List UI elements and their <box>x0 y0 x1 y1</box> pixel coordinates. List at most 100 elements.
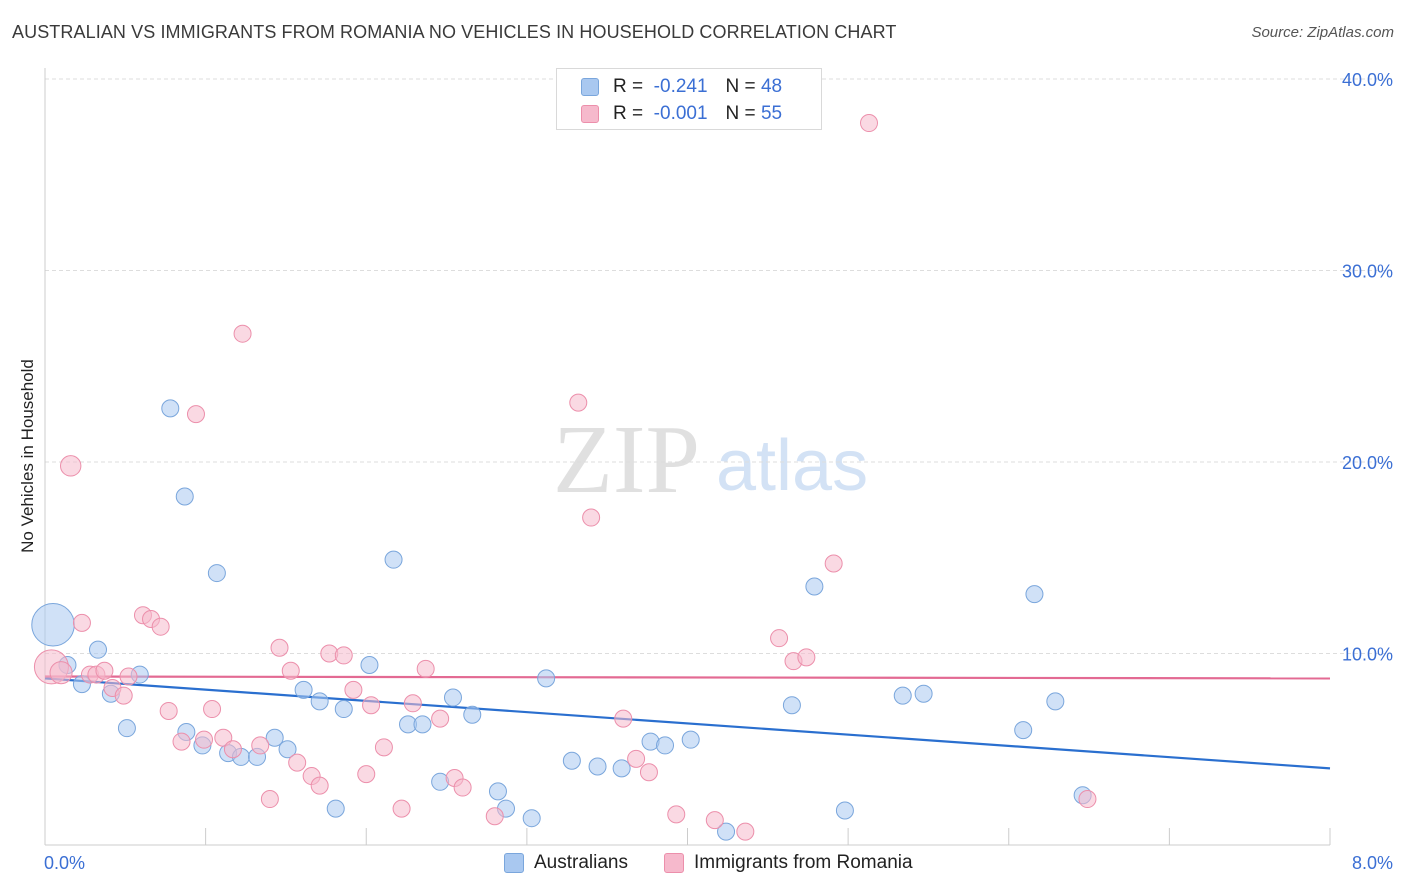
watermark: ZIP atlas <box>553 406 868 514</box>
data-point <box>1025 585 1044 604</box>
data-point <box>537 669 556 688</box>
australians-r-value: -0.241 <box>653 76 708 97</box>
data-point <box>334 646 353 665</box>
data-point <box>49 661 73 685</box>
data-point <box>310 776 329 795</box>
data-point <box>1078 790 1097 809</box>
trend-line-romania <box>44 675 1331 680</box>
data-point <box>860 114 879 133</box>
data-point <box>443 688 462 707</box>
data-point <box>614 709 633 728</box>
australians-legend-swatch <box>504 853 524 873</box>
data-point <box>463 705 482 724</box>
data-point <box>186 405 205 424</box>
series-romania-points <box>33 114 1097 841</box>
data-point <box>431 709 450 728</box>
trend-line-australians <box>44 677 1331 770</box>
data-point <box>175 487 194 506</box>
data-point <box>360 655 379 674</box>
data-point <box>824 554 843 573</box>
legend-label-romania: Immigrants from Romania <box>694 852 913 873</box>
data-point <box>656 736 675 755</box>
data-point <box>260 790 279 809</box>
data-point <box>233 324 252 343</box>
watermark-atlas: atlas <box>716 426 868 506</box>
data-point <box>270 638 289 657</box>
data-point <box>569 393 588 412</box>
n-label: N = <box>725 103 756 124</box>
data-point <box>251 736 270 755</box>
data-point <box>893 686 912 705</box>
data-point <box>627 749 646 768</box>
data-point <box>770 629 789 648</box>
data-point <box>1046 692 1065 711</box>
data-point <box>214 728 233 747</box>
chart-title: AUSTRALIAN VS IMMIGRANTS FROM ROMANIA NO… <box>12 22 897 42</box>
data-point <box>114 686 133 705</box>
data-point <box>835 801 854 820</box>
data-point <box>485 807 504 826</box>
data-point <box>416 659 435 678</box>
data-point <box>59 455 82 477</box>
x-tick-label: 0.0% <box>44 853 85 873</box>
y-tick-label: 40.0% <box>1342 70 1393 90</box>
data-point <box>914 684 933 703</box>
r-label: R = <box>613 76 644 97</box>
data-point <box>1014 721 1033 740</box>
data-point <box>172 732 191 751</box>
data-point <box>639 763 658 782</box>
data-point <box>31 603 75 647</box>
data-point <box>344 680 363 699</box>
data-point <box>288 753 307 772</box>
data-point <box>453 778 472 797</box>
data-point <box>797 648 816 667</box>
data-point <box>717 822 736 841</box>
data-point <box>488 782 507 801</box>
data-point <box>392 799 411 818</box>
data-point <box>522 809 541 828</box>
data-point <box>151 617 170 636</box>
data-point <box>582 508 601 527</box>
data-point <box>207 564 226 583</box>
data-point <box>281 661 300 680</box>
data-point <box>782 696 801 715</box>
data-point <box>203 700 222 719</box>
data-point <box>681 730 700 749</box>
romania-n-value: 55 <box>760 103 783 124</box>
australians-n-value: 48 <box>760 76 783 97</box>
data-point <box>161 399 180 418</box>
data-point <box>278 740 297 759</box>
legend-item-romania[interactable]: Immigrants from Romania <box>664 852 913 874</box>
legend-item-australians[interactable]: Australians <box>504 852 628 874</box>
series-legend: Australians Immigrants from Romania <box>504 852 949 874</box>
data-point <box>736 822 755 841</box>
data-point <box>357 765 376 784</box>
data-point <box>294 680 313 699</box>
australians-swatch <box>581 78 599 96</box>
data-point <box>588 757 607 776</box>
data-point <box>265 728 284 747</box>
data-point <box>310 692 329 711</box>
romania-legend-swatch <box>664 853 684 873</box>
data-point <box>195 730 214 749</box>
data-point <box>95 661 114 680</box>
data-point <box>667 805 686 824</box>
stats-legend: R = -0.241 N = 48 R = -0.001 N = 55 <box>556 68 822 130</box>
data-point <box>159 701 178 720</box>
romania-swatch <box>581 105 599 123</box>
romania-r-value: -0.001 <box>653 103 708 124</box>
y-tick-label: 30.0% <box>1342 262 1393 282</box>
data-point <box>612 759 631 778</box>
data-point <box>805 577 824 596</box>
data-point <box>403 694 422 713</box>
n-label: N = <box>725 76 756 97</box>
data-point <box>413 715 432 734</box>
data-point <box>117 719 136 738</box>
r-label: R = <box>613 103 644 124</box>
data-point <box>562 751 581 770</box>
data-point <box>705 811 724 830</box>
x-tick-label: 8.0% <box>1352 853 1393 873</box>
data-point <box>119 667 138 686</box>
legend-label-australians: Australians <box>534 852 628 873</box>
